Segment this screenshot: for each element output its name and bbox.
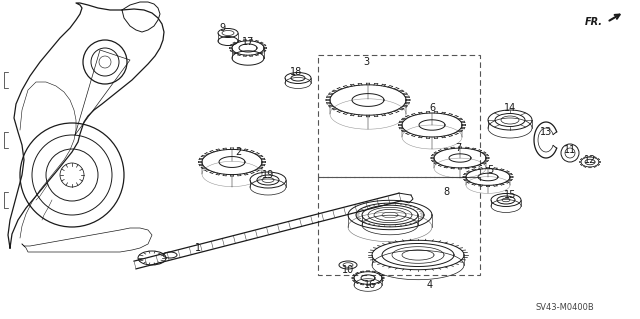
Text: FR.: FR.	[585, 17, 603, 27]
Bar	[318, 55, 480, 177]
Text: 1: 1	[195, 243, 201, 253]
Text: 8: 8	[443, 187, 449, 197]
Bar	[318, 177, 480, 275]
Text: 18: 18	[290, 67, 302, 77]
Text: 16: 16	[364, 280, 376, 290]
Text: 7: 7	[455, 143, 461, 153]
Text: 9: 9	[219, 23, 225, 33]
Text: 5: 5	[487, 165, 493, 175]
Text: 11: 11	[564, 145, 576, 155]
Text: SV43-M0400B: SV43-M0400B	[536, 303, 595, 313]
Text: 19: 19	[262, 170, 274, 180]
Text: 15: 15	[504, 190, 516, 200]
Text: 13: 13	[540, 127, 552, 137]
Text: 4: 4	[427, 280, 433, 290]
Text: 14: 14	[504, 103, 516, 113]
Text: 12: 12	[584, 155, 596, 165]
Text: 2: 2	[235, 147, 241, 157]
Text: 17: 17	[242, 37, 254, 47]
Text: 3: 3	[363, 57, 369, 67]
Text: 10: 10	[342, 265, 354, 275]
Text: 6: 6	[429, 103, 435, 113]
